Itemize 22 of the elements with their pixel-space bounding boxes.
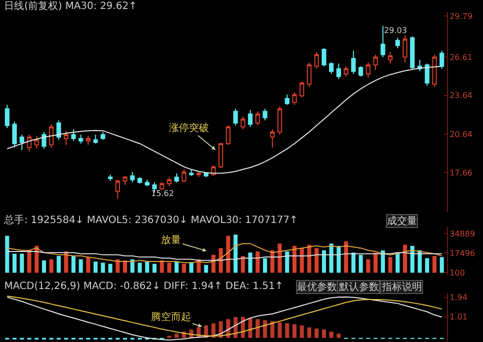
y-tick-label: 29.79 <box>450 12 473 21</box>
annotation: 最优参数 <box>297 281 337 293</box>
annotation: 腾空而起 <box>151 311 191 323</box>
annotation: 29.03 <box>384 26 407 35</box>
y-tick-label: 34889 <box>450 229 476 238</box>
y-tick-label: 26.61 <box>450 52 473 62</box>
annotation: 放量 <box>161 235 181 246</box>
y-tick-label: 1.94 <box>450 293 468 302</box>
annotation: 默认参数 <box>338 281 379 293</box>
y-tick-label: 23.64 <box>450 91 473 100</box>
y-tick-label: 20.64 <box>450 130 473 139</box>
y-tick-label: 1.01 <box>450 312 468 322</box>
y-tick-label: 100 <box>450 268 465 278</box>
y-tick-label: 17.66 <box>450 168 473 178</box>
chart-title: MACD(12,26,9) MACD: -0.862↓ DIFF: 1.94↑ DEA: 1.51↑ <box>4 281 284 292</box>
text: 成交量 <box>387 215 417 227</box>
annotation: 15.62 <box>151 189 174 198</box>
annotation: 涨停突破 <box>169 122 209 134</box>
chart-title: 日线(前复权) MA30: 29.62↑ <box>4 0 137 12</box>
y-tick-label: 17496 <box>450 248 476 258</box>
annotation: 指标说明 <box>381 281 422 293</box>
chart-title: 总手: 1925584↓ MAVOL5: 2367030↓ MAVOL30: 1707177↑ <box>3 214 298 226</box>
